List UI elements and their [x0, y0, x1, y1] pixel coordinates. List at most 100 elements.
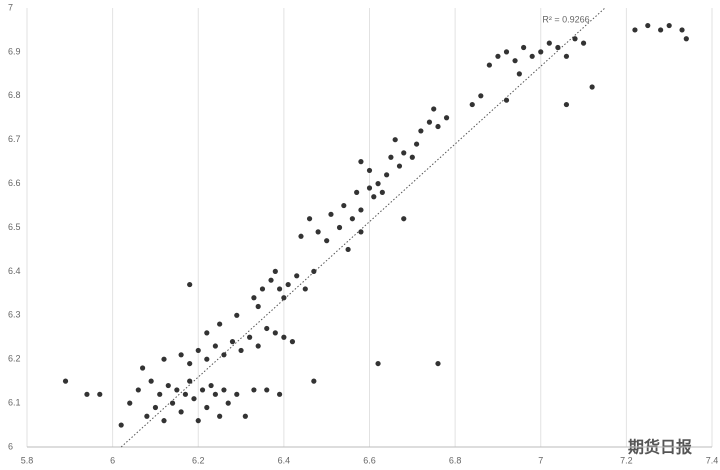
- point: [379, 189, 385, 195]
- point: [221, 387, 227, 393]
- point: [272, 268, 278, 274]
- point: [324, 238, 330, 244]
- point: [413, 141, 420, 147]
- x-tick-label: 7.2: [620, 455, 633, 465]
- point: [187, 281, 193, 288]
- point: [632, 27, 638, 33]
- point: [178, 409, 184, 415]
- point: [345, 246, 351, 253]
- point: [242, 413, 248, 419]
- point: [349, 216, 355, 222]
- point: [187, 378, 193, 384]
- point: [495, 53, 501, 59]
- point: [276, 286, 283, 292]
- point: [336, 224, 343, 231]
- point: [521, 44, 527, 51]
- point: [358, 159, 364, 165]
- point: [315, 229, 321, 235]
- point: [272, 330, 278, 336]
- point: [529, 53, 535, 59]
- point: [247, 334, 253, 340]
- point: [503, 49, 510, 55]
- point: [563, 53, 570, 59]
- point: [251, 387, 257, 393]
- point: [512, 58, 518, 64]
- point: [418, 128, 424, 134]
- x-tick-label: 5.8: [21, 455, 34, 465]
- point: [358, 229, 364, 235]
- point: [589, 84, 595, 90]
- point: [658, 27, 664, 33]
- point: [195, 418, 201, 424]
- y-tick-label: 6.7: [8, 134, 21, 144]
- point: [204, 356, 210, 362]
- point: [255, 303, 261, 310]
- point: [139, 365, 146, 371]
- point: [221, 352, 227, 358]
- point: [217, 321, 223, 327]
- point: [161, 418, 167, 424]
- point: [371, 194, 377, 200]
- point: [169, 400, 176, 406]
- point: [426, 119, 433, 125]
- x-tick-label: 7: [538, 455, 543, 465]
- point: [281, 334, 287, 340]
- y-tick-label: 6.4: [8, 266, 21, 276]
- point: [469, 101, 475, 108]
- point: [298, 233, 304, 239]
- point: [135, 387, 141, 393]
- point: [212, 391, 218, 397]
- point: [208, 382, 214, 389]
- point: [251, 295, 257, 301]
- point: [503, 97, 510, 103]
- point: [165, 382, 171, 389]
- point: [144, 413, 150, 419]
- point: [645, 22, 651, 29]
- point: [259, 286, 266, 292]
- point: [392, 137, 398, 143]
- y-tick-label: 6.2: [8, 354, 21, 364]
- point: [435, 360, 441, 367]
- point: [276, 391, 283, 397]
- point: [401, 216, 407, 222]
- point: [289, 339, 296, 345]
- y-tick-label: 6.9: [8, 46, 21, 56]
- point: [443, 115, 450, 121]
- point: [435, 123, 441, 130]
- point: [152, 404, 159, 411]
- point: [118, 422, 124, 428]
- point: [580, 40, 587, 46]
- point: [161, 356, 167, 362]
- point: [341, 202, 347, 209]
- point: [679, 27, 685, 33]
- point: [306, 216, 313, 222]
- x-tick-label: 6.8: [449, 455, 462, 465]
- point: [127, 400, 133, 406]
- point: [174, 387, 180, 393]
- point: [563, 101, 570, 108]
- point: [302, 286, 308, 292]
- point: [409, 154, 415, 160]
- point: [84, 391, 90, 397]
- point: [572, 36, 578, 42]
- point: [62, 378, 69, 384]
- point: [225, 400, 231, 406]
- point: [204, 404, 210, 411]
- point: [217, 413, 223, 419]
- point: [478, 93, 484, 99]
- point: [328, 211, 334, 217]
- point: [281, 295, 287, 301]
- point: [204, 330, 210, 336]
- point: [255, 343, 261, 349]
- point: [157, 391, 163, 397]
- point: [538, 49, 544, 55]
- point: [268, 277, 274, 283]
- point: [182, 391, 189, 397]
- point: [366, 167, 373, 174]
- point: [234, 312, 240, 318]
- point: [384, 172, 390, 178]
- annotation: R² = 0.9266: [542, 14, 589, 24]
- x-tick-label: 7.4: [706, 455, 719, 465]
- point: [195, 347, 201, 354]
